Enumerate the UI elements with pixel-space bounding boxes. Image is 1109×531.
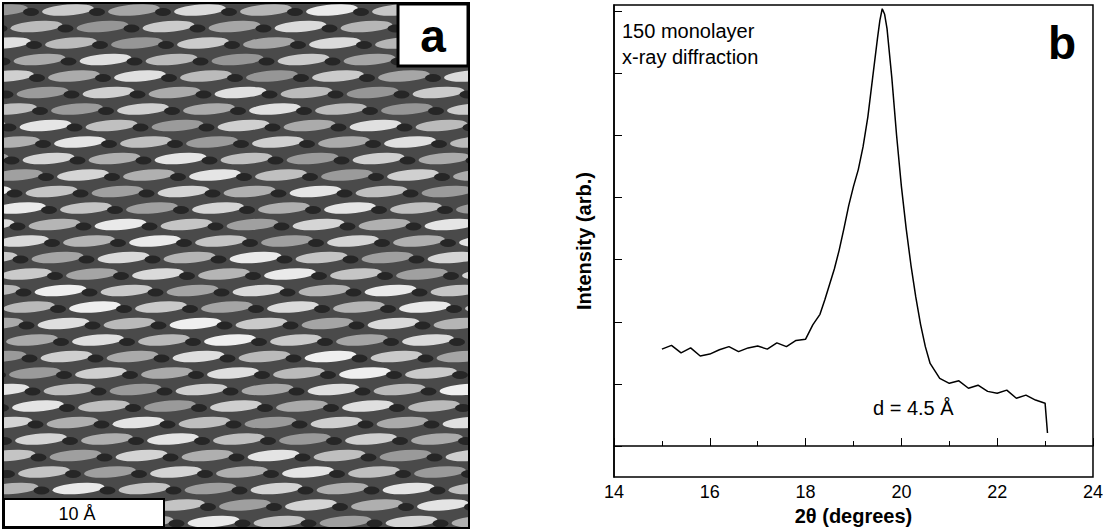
svg-text:20: 20 [891,482,911,502]
svg-text:Intensity (arb.): Intensity (arb.) [573,172,595,310]
svg-text:10 Å: 10 Å [58,504,95,524]
svg-text:18: 18 [796,482,816,502]
svg-text:14: 14 [604,482,624,502]
svg-text:2θ (degrees): 2θ (degrees) [795,505,913,527]
svg-text:d = 4.5 Å: d = 4.5 Å [873,397,954,419]
svg-text:a: a [420,10,446,62]
svg-text:22: 22 [987,482,1007,502]
svg-text:x-ray diffraction: x-ray diffraction [622,46,758,68]
svg-text:b: b [1048,17,1076,69]
svg-text:150 monolayer: 150 monolayer [622,20,755,42]
svg-text:24: 24 [1083,482,1103,502]
svg-text:16: 16 [700,482,720,502]
